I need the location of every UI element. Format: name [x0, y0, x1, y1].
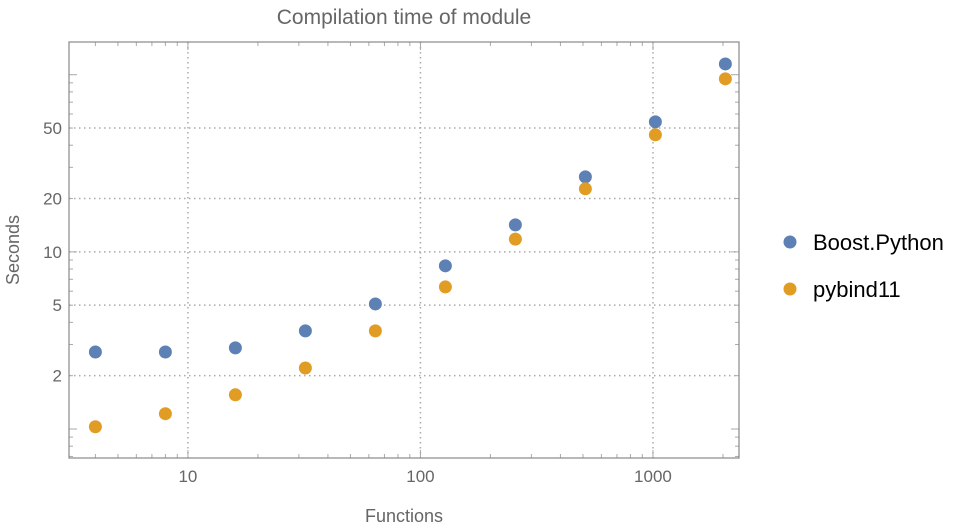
- y-axis-title: Seconds: [3, 215, 23, 285]
- data-point-boost-python: [298, 324, 312, 338]
- chart-title: Compilation time of module: [277, 6, 531, 29]
- data-point-boost-python: [438, 259, 452, 273]
- data-point-boost-python: [158, 345, 172, 359]
- data-point-pybind11: [578, 182, 592, 196]
- plot-frame: [68, 41, 740, 459]
- legend: Boost.Python pybind11: [783, 230, 944, 302]
- data-point-pybind11: [298, 361, 312, 375]
- data-point-pybind11: [88, 420, 102, 434]
- data-point-boost-python: [648, 115, 662, 129]
- x-tick-label: 10: [178, 467, 197, 486]
- data-point-boost-python: [718, 57, 732, 71]
- y-tick-label: 20: [43, 190, 62, 209]
- legend-marker-pybind11: [783, 282, 797, 296]
- ticks: 10 100 1000 2 5 10 20 50: [43, 42, 739, 486]
- data-point-pybind11: [228, 388, 242, 402]
- y-tick-label: 50: [43, 119, 62, 138]
- data-point-boost-python: [228, 341, 242, 355]
- y-tick-label: 10: [43, 243, 62, 262]
- data-point-boost-python: [508, 218, 522, 232]
- data-point-pybind11: [718, 72, 732, 86]
- data-point-boost-python: [88, 345, 102, 359]
- y-tick-label: 5: [53, 296, 62, 315]
- data-point-pybind11: [648, 128, 662, 142]
- data-point-pybind11: [368, 324, 382, 338]
- data-point-boost-python: [578, 170, 592, 184]
- data-point-pybind11: [158, 407, 172, 421]
- data-point-boost-python: [368, 297, 382, 311]
- grid: [69, 42, 739, 458]
- legend-label-pybind11: pybind11: [813, 277, 901, 302]
- legend-label-boost-python: Boost.Python: [813, 230, 944, 255]
- legend-marker-boost-python: [783, 235, 797, 249]
- x-tick-label: 1000: [634, 467, 672, 486]
- x-axis-title: Functions: [365, 506, 443, 525]
- data-points: [88, 57, 732, 434]
- data-point-pybind11: [438, 280, 452, 294]
- x-tick-label: 100: [406, 467, 434, 486]
- y-tick-label: 2: [53, 367, 62, 386]
- data-point-pybind11: [508, 232, 522, 246]
